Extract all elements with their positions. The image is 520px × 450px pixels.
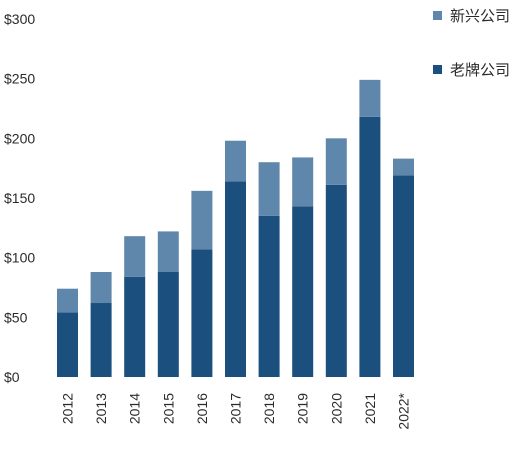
x-tick-label: 2019 <box>295 393 311 424</box>
bar-segment-emerging <box>90 271 112 304</box>
y-tick-label: $250 <box>4 71 35 87</box>
y-tick-label: $100 <box>4 250 35 266</box>
bar-segment-emerging <box>325 138 347 185</box>
legend-swatch <box>433 11 442 20</box>
bar-segment-established <box>191 249 213 377</box>
bar-segment-emerging <box>191 190 213 250</box>
y-tick-label: $300 <box>4 11 35 27</box>
bar-segment-emerging <box>157 231 179 272</box>
x-tick-label: 2015 <box>160 393 176 424</box>
bar-segment-established <box>90 303 112 377</box>
x-tick-label: 2016 <box>194 393 210 424</box>
bar-segment-established <box>258 215 280 377</box>
bar-segment-emerging <box>124 236 146 277</box>
x-tick-label: 2013 <box>93 393 109 424</box>
y-tick-label: $150 <box>4 190 35 206</box>
x-tick-label: 2020 <box>328 393 344 424</box>
x-tick-label: 2017 <box>228 393 244 424</box>
x-tick-label: 2014 <box>127 393 143 424</box>
bar-segment-emerging <box>258 162 280 216</box>
x-axis: 2012 2013 2014 2015 2016 2017 2018 2019 2020 2021… <box>60 392 412 429</box>
bar-segment-established <box>157 271 179 377</box>
x-tick-label: 2022* <box>396 392 412 429</box>
bar-segment-established <box>225 181 246 377</box>
bar-segment-established <box>325 184 347 377</box>
y-tick-label: $0 <box>4 369 20 385</box>
bar-segment-emerging <box>225 140 246 182</box>
bar-segment-emerging <box>292 157 314 207</box>
bar-segment-emerging <box>359 79 381 117</box>
legend-swatch <box>433 65 442 74</box>
y-axis: $0 $50 $100 $150 $200 $250 $300 <box>4 11 35 385</box>
legend-label: 老牌公司 <box>450 61 510 79</box>
bar-segment-established <box>393 175 414 377</box>
x-tick-label: 2012 <box>60 393 76 424</box>
bar-segment-established <box>57 312 78 377</box>
bar-segment-established <box>292 206 314 377</box>
y-tick-label: $50 <box>4 309 28 325</box>
x-tick-label: 2021 <box>362 393 378 424</box>
x-tick-label: 2018 <box>261 393 277 424</box>
bar-segment-emerging <box>393 158 414 176</box>
bar-segment-established <box>124 276 146 377</box>
y-tick-label: $200 <box>4 130 35 146</box>
bar-segment-established <box>359 116 381 377</box>
bar-segment-emerging <box>57 288 78 313</box>
legend-label: 新兴公司 <box>450 7 510 25</box>
bars <box>57 79 414 377</box>
